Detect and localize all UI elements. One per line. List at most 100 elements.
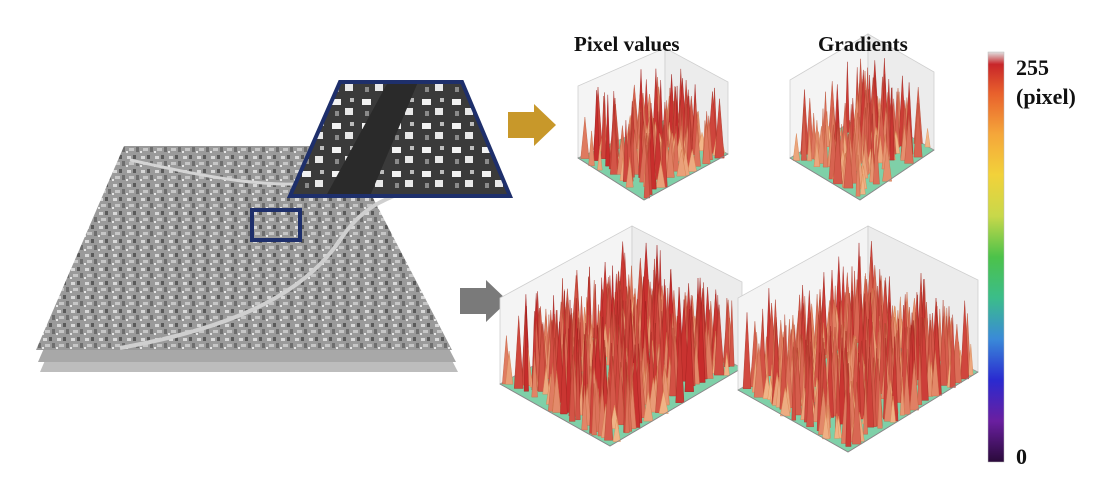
plot-axis-edge [789, 149, 935, 201]
surface-spike [723, 352, 730, 376]
surface-spike [702, 121, 711, 164]
surface-spike [542, 366, 550, 395]
surface-spike [832, 125, 843, 185]
surface-spike [696, 297, 706, 383]
surface-spike [753, 343, 765, 398]
surface-spike [616, 362, 625, 425]
surface-spike [531, 352, 538, 398]
surface-spike [877, 380, 883, 429]
plot-axis-edge [499, 367, 743, 447]
surface-spike [902, 364, 911, 415]
surface-spike [863, 380, 868, 435]
surface-spike [588, 130, 595, 167]
surface-spike [591, 383, 597, 436]
surface-spike [813, 140, 821, 167]
surface-spike [792, 133, 800, 161]
surface-spike [666, 137, 675, 178]
surface-spike [713, 304, 725, 376]
plot-axis-edge [577, 153, 729, 201]
surface-spike [597, 145, 603, 171]
surface-spike [931, 350, 940, 397]
surface-spike [604, 377, 614, 441]
surface-spike [672, 125, 680, 172]
surface-spike [877, 136, 884, 164]
surface-spike [822, 124, 829, 168]
surface-spike [742, 312, 752, 389]
surface-spike [793, 347, 802, 416]
surface-spike [560, 333, 568, 415]
surface-spike [523, 305, 529, 392]
surface-spike [889, 87, 895, 161]
header-gradients: Gradients [818, 32, 908, 56]
zoom-inset [286, 80, 514, 198]
colorbar-unit-label: (pixel) [1016, 84, 1076, 109]
surface-spike [822, 412, 830, 440]
surface-spike [643, 390, 654, 422]
surface-spike [904, 114, 914, 164]
surface-spike [837, 337, 847, 425]
surface-spike [505, 351, 514, 385]
surface-spike [714, 98, 725, 159]
surface-spike [648, 377, 659, 413]
zoom-inset-road [326, 82, 418, 196]
surface-spike [780, 387, 791, 417]
surface-spike [569, 354, 576, 422]
surface-spike [913, 102, 923, 158]
surface-spike [852, 381, 862, 445]
colorbar-max-label: 255 [1016, 55, 1049, 80]
surface-spike [899, 376, 905, 416]
surface-spike [845, 363, 852, 447]
surface-spike [855, 154, 861, 197]
surface-spike [580, 116, 590, 159]
surface-spike [600, 95, 607, 159]
header-pixel-values: Pixel values [574, 32, 680, 56]
surface-spike [581, 385, 588, 431]
surface-spike [605, 94, 611, 167]
surface-spike [687, 149, 697, 172]
surface-spike [537, 324, 547, 392]
surface-spike [669, 327, 677, 397]
selection-box [250, 208, 302, 242]
surface-spike [622, 120, 629, 182]
arrow-to-top-row [508, 104, 556, 146]
surface-spike [676, 149, 687, 177]
surface-plot-pixel-values-full [499, 225, 743, 447]
surface-spike [968, 343, 974, 376]
surface-spike [655, 160, 666, 188]
surface-spike [675, 322, 685, 403]
surface-spike [729, 300, 735, 367]
surface-spike [872, 134, 880, 185]
surface-spike [924, 128, 931, 148]
surface-spike [843, 133, 854, 189]
surface-spike [860, 174, 866, 195]
colorbar [987, 51, 1005, 463]
surface-spike [625, 156, 634, 188]
colorbar-min-label: 0 [1016, 444, 1027, 469]
surface-spike [806, 356, 814, 427]
plot-axis-edge [737, 371, 979, 453]
surface-spike [575, 352, 581, 420]
surface-spike [817, 126, 826, 164]
surface-spike [849, 133, 858, 184]
surface-spike [610, 118, 618, 175]
surface-spike [684, 308, 694, 392]
surface-spike [807, 130, 812, 162]
surface-plot-gradients-zoom [789, 33, 935, 201]
surface-spike [513, 315, 524, 389]
surface-spike [938, 316, 948, 386]
arrow-to-bottom-row [460, 280, 508, 322]
surface-spike [834, 413, 840, 439]
surface-spike [960, 300, 970, 380]
surface-plot-gradients-full [737, 225, 979, 453]
surface-spike [909, 360, 919, 411]
surface-spike [552, 370, 562, 413]
aerial-road [119, 188, 411, 350]
surface-spike [593, 90, 600, 161]
surface-spike [791, 346, 797, 421]
surface-spike [658, 390, 669, 414]
surface-spike [919, 318, 929, 401]
surface-spike [624, 379, 630, 434]
zoom-inset-frame [286, 80, 514, 198]
surface-spike [693, 122, 701, 167]
